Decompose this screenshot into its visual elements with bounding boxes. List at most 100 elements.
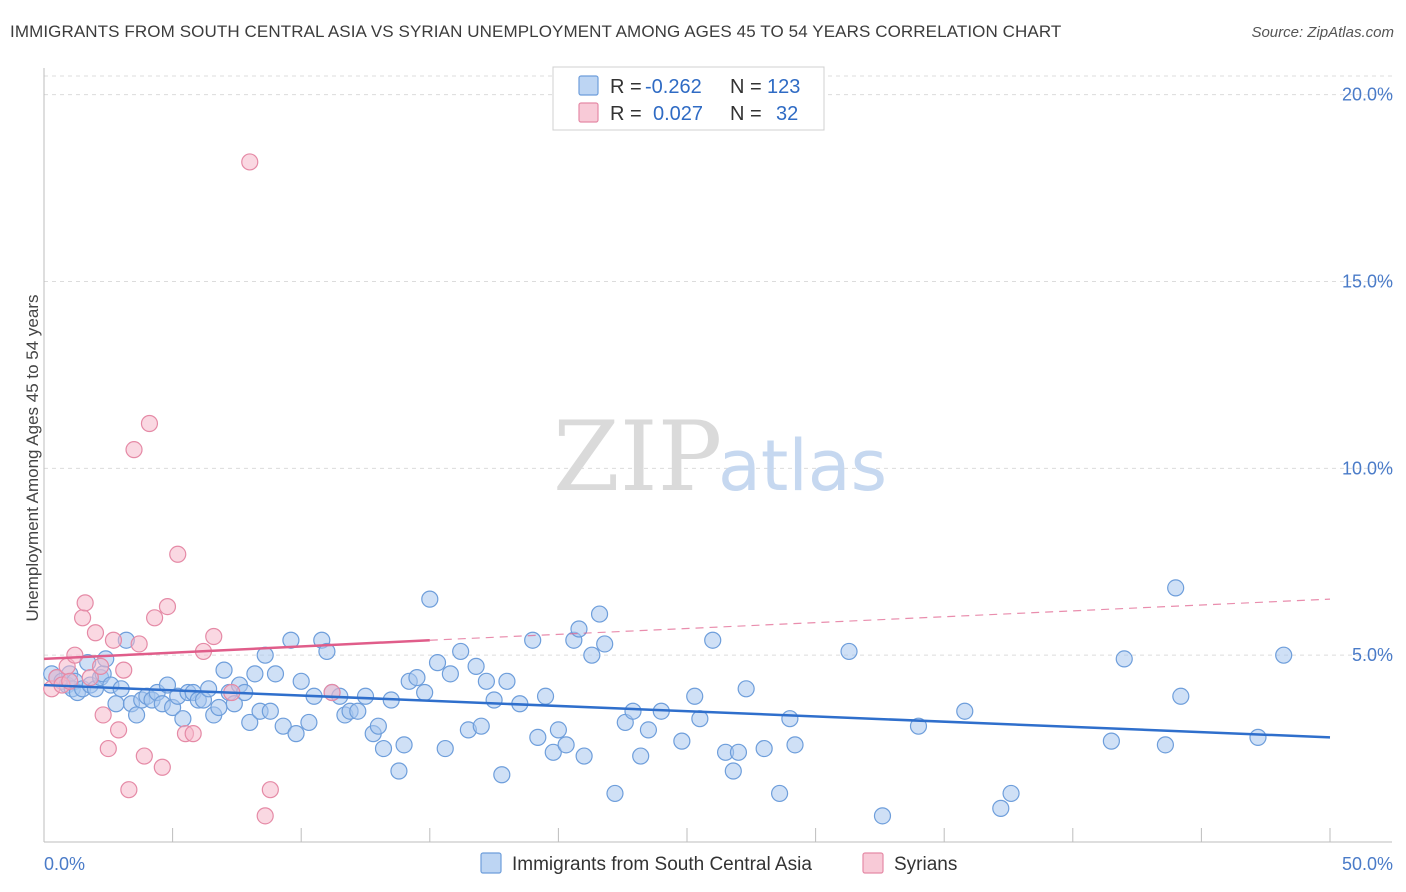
point-south-central-asia-100 [639,721,658,739]
point-south-central-asia-119 [1002,784,1020,803]
point-south-central-asia-63 [369,717,387,735]
point-south-central-asia-69 [408,668,426,687]
point-south-central-asia-115 [873,807,892,825]
point-syrian-19 [135,747,153,765]
series-legend-label-blue: Immigrants from South Central Asia [512,854,812,875]
point-south-central-asia-124 [1172,687,1190,705]
point-syrian-26 [184,725,202,743]
point-south-central-asia-20 [127,706,146,724]
point-south-central-asia-84 [524,631,542,649]
point-south-central-asia-71 [421,590,439,608]
point-south-central-asia-52 [300,713,318,732]
x-tick-label-max: 50.0% [1342,854,1393,874]
point-syrian-13 [104,631,123,649]
point-syrian-20 [140,414,159,433]
point-south-central-asia-96 [606,784,624,803]
point-south-central-asia-64 [374,739,393,758]
point-south-central-asia-80 [485,691,503,709]
point-south-central-asia-82 [498,672,516,690]
point-south-central-asia-111 [770,784,789,803]
point-south-central-asia-49 [282,631,300,649]
point-syrian-11 [94,706,112,724]
x-tick-labels: 0.0% 50.0% [44,854,1393,874]
point-south-central-asia-34 [200,680,218,698]
point-south-central-asia-47 [266,665,285,683]
point-south-central-asia-120 [1102,732,1120,750]
chart-title: IMMIGRANTS FROM SOUTH CENTRAL ASIA VS SY… [10,22,1062,41]
point-syrian-12 [99,739,117,758]
point-south-central-asia-93 [583,646,601,664]
y-tick-label-0: 5.0% [1352,645,1393,665]
watermark: ZIP atlas [553,401,887,513]
point-south-central-asia-94 [590,605,609,623]
point-south-central-asia-81 [493,766,511,784]
point-south-central-asia-78 [472,717,490,735]
point-south-central-asia-121 [1115,650,1133,668]
point-syrian-22 [153,758,171,776]
y-tick-label-1: 10.0% [1342,458,1393,478]
point-south-central-asia-66 [390,762,408,780]
point-syrian-28 [205,627,223,646]
point-south-central-asia-29 [174,710,192,728]
source-label: Source: ZipAtlas.com [1251,24,1394,41]
point-south-central-asia-102 [673,732,691,750]
point-south-central-asia-122 [1156,736,1174,754]
point-south-central-asia-103 [686,687,704,705]
trend-lines [43,598,1331,739]
point-syrian-8 [81,668,99,687]
point-syrian-5 [66,646,84,664]
series-legend: Immigrants from South Central Asia Syria… [480,852,957,875]
point-south-central-asia-118 [992,799,1010,817]
point-syrian-15 [115,661,133,679]
point-south-central-asia-117 [956,702,974,720]
y-axis-label: Unemployment Among Ages 45 to 54 years [23,295,42,622]
watermark-zip: ZIP [553,401,722,513]
x-tick-label-min: 0.0% [44,854,85,874]
watermark-atlas: atlas [718,425,887,507]
point-south-central-asia-95 [596,635,614,653]
point-south-central-asia-86 [536,687,555,705]
trend-line-syrian-extension [429,598,1331,641]
legend-swatch-blue [578,75,599,96]
point-south-central-asia-42 [241,713,259,732]
legend-n-label-blue: N = [730,76,762,98]
point-syrian-9 [86,624,105,642]
point-south-central-asia-43 [246,665,264,683]
point-syrian-32 [256,807,274,825]
point-south-central-asia-74 [441,665,459,683]
point-south-central-asia-73 [436,739,454,758]
y-tick-labels: 5.0% 10.0% 15.0% 20.0% [1342,85,1393,665]
point-south-central-asia-91 [570,620,588,638]
y-tick-label-2: 15.0% [1342,272,1393,292]
point-south-central-asia-16 [107,695,125,713]
point-syrian-18 [130,635,148,653]
legend-swatch-pink [578,102,599,123]
series-legend-swatch-blue [480,852,502,874]
legend-r-value-pink: 0.027 [653,103,703,125]
point-syrian-23 [158,597,177,616]
legend-n-label-pink: N = [730,103,762,125]
series-legend-swatch-pink [862,852,884,874]
legend-r-label-blue: R = [610,76,642,98]
point-south-central-asia-116 [909,717,928,735]
point-south-central-asia-105 [704,631,722,649]
point-south-central-asia-61 [356,687,375,705]
point-south-central-asia-75 [452,642,470,661]
point-syrian-10 [91,657,110,675]
point-syrian-30 [241,153,259,171]
point-south-central-asia-37 [215,661,233,679]
point-south-central-asia-107 [724,762,742,780]
correlation-legend: R = -0.262 N = 123 R = 0.027 N = 32 [552,66,825,131]
point-south-central-asia-114 [840,642,858,661]
y-tick-label-3: 20.0% [1342,85,1393,105]
point-south-central-asia-85 [529,728,547,746]
point-south-central-asia-108 [729,743,748,761]
point-syrian-14 [109,721,128,739]
point-south-central-asia-112 [781,710,799,728]
point-south-central-asia-48 [274,717,292,735]
point-south-central-asia-55 [318,642,336,661]
point-south-central-asia-88 [549,721,568,739]
point-south-central-asia-60 [349,702,367,720]
axes [43,68,1392,843]
point-south-central-asia-99 [632,747,650,765]
